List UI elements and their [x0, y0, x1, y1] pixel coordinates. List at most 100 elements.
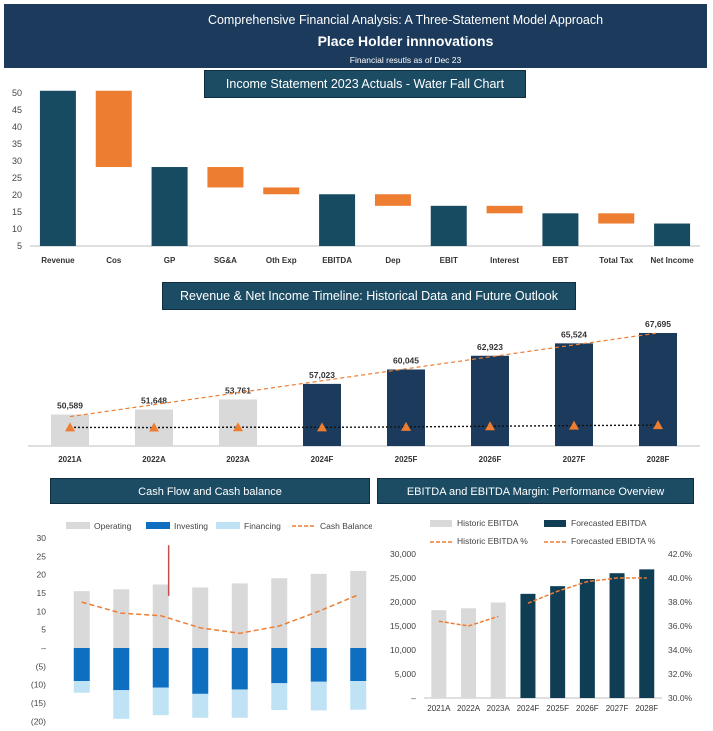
year-label: 2028F	[647, 455, 670, 464]
y-tick-label-right: 40.0%	[668, 573, 693, 583]
revenue-value-label: 65,524	[561, 329, 587, 339]
year-label: 2027F	[563, 455, 586, 464]
ebitda-bar	[639, 569, 655, 698]
y-tick-label: 5	[17, 241, 22, 251]
revenue-bar	[471, 355, 509, 446]
financing-bar	[231, 689, 248, 718]
y-tick-label-left: 15,000	[390, 621, 416, 631]
legend-label: Investing	[174, 521, 208, 531]
year-label: 2021A	[58, 455, 82, 464]
revenue-value-label: 67,695	[645, 319, 671, 329]
y-tick-label: –	[41, 643, 46, 653]
category-label: SG&A	[214, 256, 237, 265]
historic-margin-line	[438, 615, 499, 627]
revenue-bar	[303, 383, 341, 446]
category-label: Total Tax	[599, 256, 633, 265]
year-label: 2022A	[457, 704, 481, 713]
waterfall-chart: 5 10 15 20 25 30 35 40 45 50 Revenue Cos GP SG&A Oth E…	[12, 88, 700, 265]
year-label: 2022A	[142, 455, 166, 464]
category-label: EBITDA	[322, 256, 352, 265]
legend-label: Operating	[94, 521, 132, 531]
operating-bar	[113, 589, 130, 648]
waterfall-title: Income Statement 2023 Actuals - Water Fa…	[204, 70, 526, 98]
report-header: Comprehensive Financial Analysis: A Thre…	[4, 4, 707, 68]
legend-swatch	[216, 522, 240, 529]
investing-bar	[192, 648, 209, 694]
waterfall-bar	[374, 194, 411, 206]
revenue-bar	[387, 369, 425, 446]
revenue-value-label: 50,589	[57, 401, 83, 411]
legend-label: Historic EBITDA	[457, 518, 519, 528]
financing-bar	[271, 683, 288, 711]
waterfall-bar	[263, 187, 300, 195]
y-tick-label-right: 30.0%	[668, 693, 693, 703]
net-income-marker	[401, 421, 411, 431]
year-label: 2024F	[517, 704, 540, 713]
investing-bar	[152, 648, 169, 688]
year-label: 2021A	[427, 704, 451, 713]
category-label: Oth Exp	[266, 256, 297, 265]
revenue-timeline-title: Revenue & Net Income Timeline: Historica…	[162, 282, 576, 310]
revenue-value-label: 60,045	[393, 355, 419, 365]
year-label: 2028F	[635, 704, 658, 713]
y-tick-label: 15	[37, 588, 47, 598]
y-tick-label-right: 36.0%	[668, 621, 693, 631]
investing-bar	[350, 648, 367, 682]
operating-bar	[192, 587, 209, 648]
category-label: Revenue	[41, 256, 75, 265]
y-tick-label: (15)	[31, 698, 46, 708]
operating-bar	[350, 570, 367, 648]
financing-bar	[113, 690, 130, 719]
year-label: 2026F	[576, 704, 599, 713]
waterfall-bar	[430, 205, 467, 246]
waterfall-bar	[39, 90, 76, 246]
y-tick-label: (5)	[36, 661, 47, 671]
y-tick-label: 5	[41, 625, 46, 635]
y-tick-label-left: –	[411, 693, 416, 703]
category-label: Net Income	[651, 256, 695, 265]
year-label: 2025F	[546, 704, 569, 713]
y-tick-label: 10	[37, 606, 47, 616]
y-tick-label-right: 32.0%	[668, 669, 693, 679]
waterfall-bar	[486, 205, 523, 214]
y-tick-label: 20	[37, 570, 47, 580]
investing-bar	[73, 648, 90, 682]
revenue-value-label: 51,648	[141, 396, 167, 406]
waterfall-bar	[207, 167, 244, 188]
revenue-value-label: 62,923	[477, 342, 503, 352]
waterfall-bar	[95, 90, 132, 168]
y-tick-label-left: 10,000	[390, 645, 416, 655]
report-subtitle: Financial resutls as of Dec 23	[349, 55, 462, 65]
category-label: GP	[164, 256, 176, 265]
revenue-bar	[555, 343, 593, 446]
y-tick-label: 25	[37, 551, 47, 561]
category-label: EBT	[552, 256, 568, 265]
legend-label: Forecasted EBITDA	[571, 518, 647, 528]
investing-bar	[271, 648, 288, 684]
ebitda-bar	[490, 602, 506, 698]
net-income-marker	[485, 421, 495, 431]
legend-label: Cash Balance	[320, 521, 372, 531]
y-tick-label-left: 25,000	[390, 573, 416, 583]
year-label: 2023A	[226, 455, 250, 464]
waterfall-bar	[654, 223, 691, 246]
cash-flow-title: Cash Flow and Cash balance	[50, 478, 370, 504]
net-income-marker	[653, 420, 663, 430]
legend-label: Historic EBITDA %	[457, 536, 528, 546]
legend-swatch	[66, 522, 90, 529]
company-name: Place Holder innnovations	[317, 33, 494, 49]
forecast-margin-line	[527, 577, 647, 604]
operating-bar	[231, 583, 248, 648]
y-tick-label: 50	[12, 88, 22, 98]
investing-bar	[113, 648, 130, 691]
y-tick-label-left: 20,000	[390, 597, 416, 607]
ebitda-title: EBITDA and EBITDA Margin: Performance Ov…	[377, 478, 694, 504]
y-tick-label: 40	[12, 122, 22, 132]
waterfall-bar	[542, 213, 579, 246]
financing-bar	[350, 681, 367, 710]
financing-bar	[73, 681, 90, 693]
y-tick-label: 30	[37, 533, 47, 543]
ebitda-bar	[579, 578, 595, 698]
report-title: Comprehensive Financial Analysis: A Thre…	[207, 13, 604, 27]
revenue-trendline	[69, 332, 659, 418]
